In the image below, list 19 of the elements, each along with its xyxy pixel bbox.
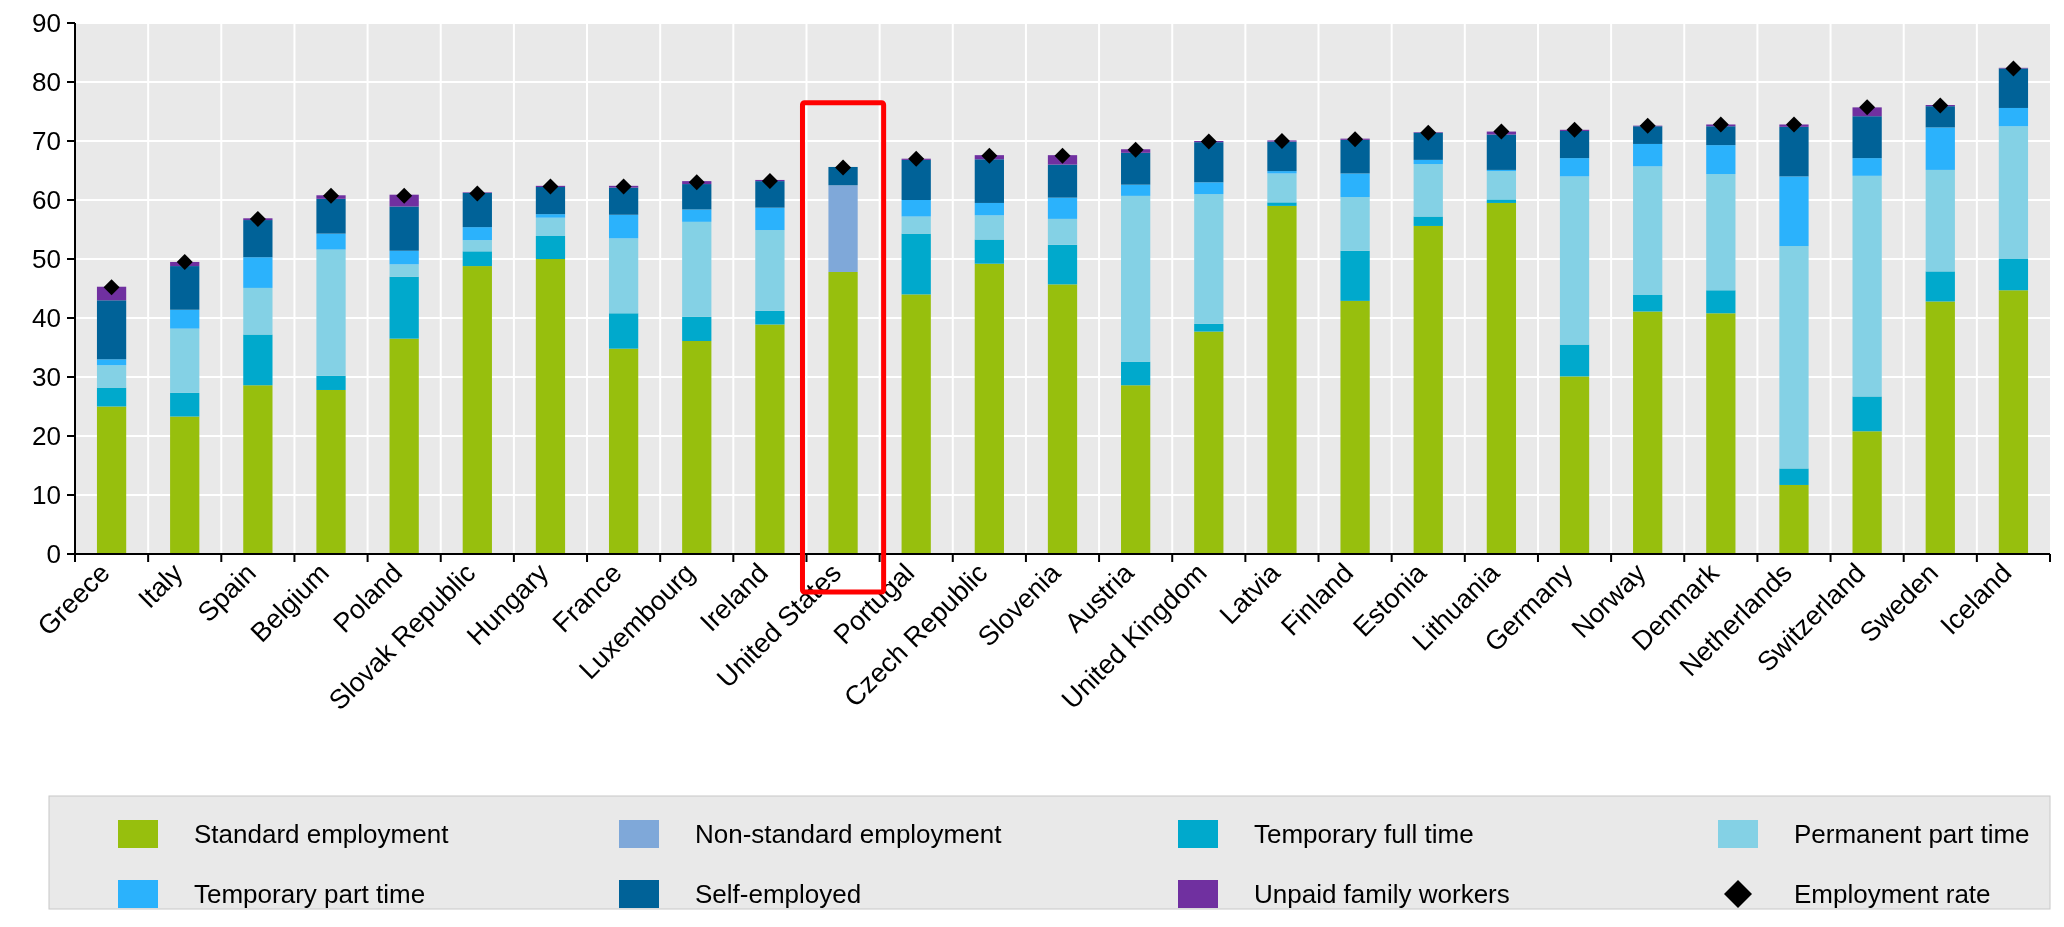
y-tick-label: 60 [32,185,61,216]
legend-label: Non-standard employment [695,819,1003,850]
legend-label: Employment rate [1794,879,1991,910]
legend-label: Permanent part time [1794,819,2030,850]
y-tick-label: 70 [32,126,61,157]
y-tick-label: 80 [32,67,61,98]
legend-label: Temporary full time [1254,819,1474,850]
y-tick-label: 30 [32,362,61,393]
y-tick-label: 40 [32,303,61,334]
x-tick-label: Italy [132,557,189,614]
legend-label: Unpaid family workers [1254,879,1510,910]
legend-label: Temporary part time [194,879,426,910]
legend-label: Self-employed [695,879,862,910]
y-tick-label: 20 [32,421,61,452]
legend-label: Standard employment [194,819,450,850]
y-tick-label: 10 [32,480,61,511]
y-tick-label: 50 [32,244,61,275]
y-tick-label: 0 [46,539,61,570]
y-tick-label: 90 [32,8,61,39]
